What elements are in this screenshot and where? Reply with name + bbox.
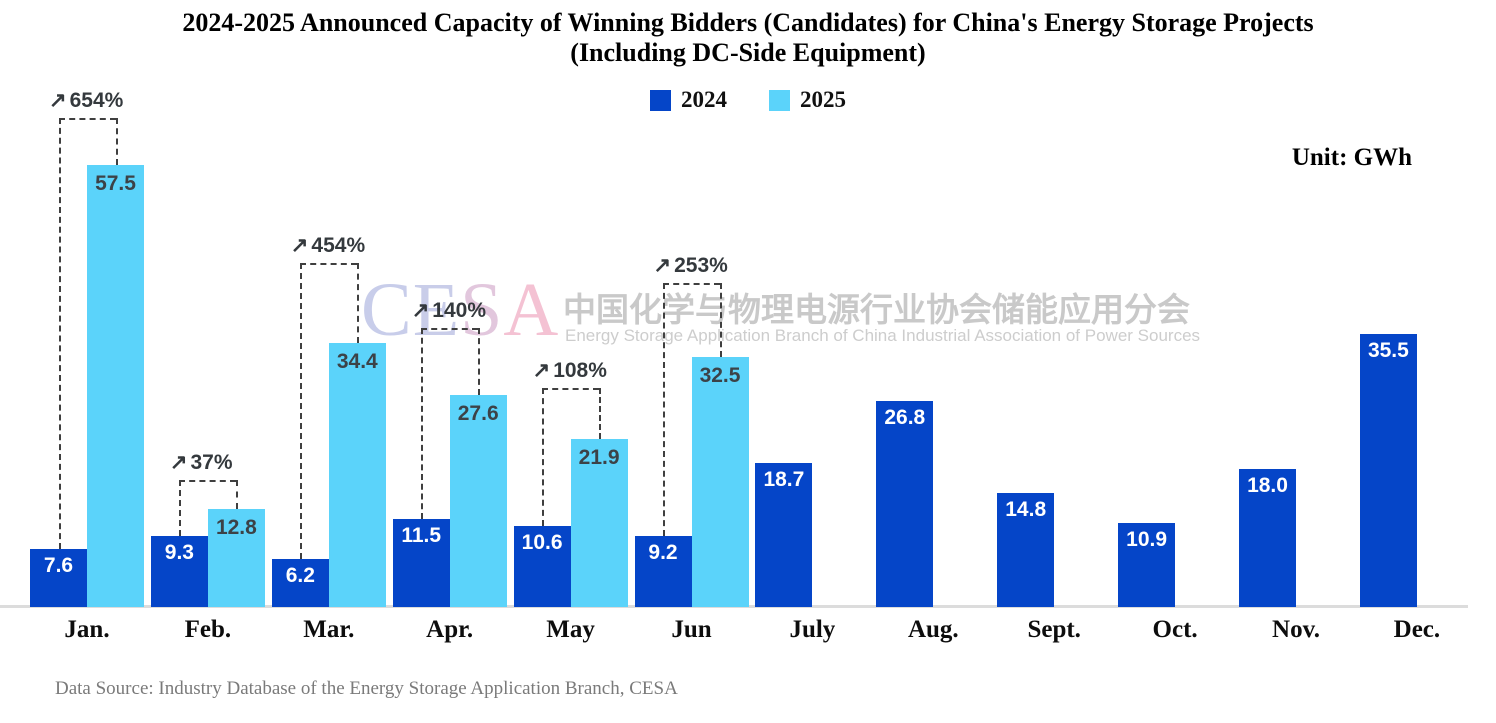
- growth-percent-value: 108%: [553, 359, 607, 382]
- axis-label-oct: Oct.: [1152, 616, 1198, 643]
- bar-2024-dec: [1359, 334, 1417, 607]
- up-right-arrow-icon: ↗: [290, 234, 309, 257]
- axis-label-apr: Apr.: [426, 616, 474, 643]
- bar-value-2024-mar: 6.2: [285, 564, 315, 588]
- bar-value-2024-apr: 11.5: [401, 523, 442, 547]
- bar-value-2024-may: 10.6: [521, 530, 563, 554]
- growth-annotation-apr: ↗ 140%: [412, 298, 486, 323]
- bar-value-2025-jun: 32.5: [699, 364, 741, 388]
- growth-annotation-feb: ↗ 37%: [170, 450, 233, 475]
- bar-value-2024-sept: 14.8: [1005, 498, 1047, 522]
- unit-label: Unit: GWh: [1291, 144, 1412, 171]
- axis-label-july: July: [789, 616, 836, 643]
- bar-2025-apr: [449, 394, 507, 607]
- growth-bracket-top-jun: [663, 283, 720, 285]
- axis-label-jan: Jan.: [64, 616, 110, 643]
- bar-value-2024-july: 18.7: [763, 468, 805, 492]
- bar-value-2024-jan: 7.6: [43, 553, 74, 577]
- chart-title-line2: (Including DC-Side Equipment): [570, 38, 926, 67]
- axis-label-may: May: [546, 616, 595, 643]
- up-right-arrow-icon: ↗: [49, 89, 67, 112]
- growth-percent-value: 253%: [674, 254, 728, 277]
- bar-value-2025-feb: 12.8: [215, 515, 257, 539]
- axis-label-feb: Feb.: [184, 616, 232, 643]
- bar-2025-jun: [691, 357, 749, 607]
- bar-2025-mar: [328, 342, 386, 607]
- legend-label-2024: 2024: [681, 87, 727, 112]
- growth-bracket-top-feb: [179, 480, 237, 482]
- bar-2024-oct: [1118, 523, 1176, 607]
- growth-bracket-top-jan: [58, 118, 116, 120]
- growth-bracket-right-mar: [357, 263, 360, 343]
- up-right-arrow-icon: ↗: [169, 451, 188, 474]
- growth-annotation-jun: ↗ 253%: [654, 253, 728, 278]
- bar-2025-feb: [207, 508, 265, 607]
- growth-bracket-left-feb: [179, 480, 182, 536]
- legend-item-2025: 2025: [769, 87, 846, 113]
- growth-bracket-right-feb: [236, 480, 239, 509]
- legend-swatch-2025: [769, 89, 790, 111]
- growth-percent-value: 454%: [311, 234, 366, 257]
- bar-value-2024-aug: 26.8: [884, 405, 926, 429]
- bar-2024-feb: [150, 535, 208, 607]
- growth-annotation-jan: ↗ 654%: [49, 88, 123, 113]
- bar-value-2024-jun: 9.2: [648, 541, 678, 565]
- axis-label-aug: Aug.: [907, 616, 959, 643]
- axis-label-sept: Sept.: [1027, 616, 1081, 643]
- bar-2025-jan: [87, 164, 144, 607]
- growth-bracket-right-apr: [478, 328, 481, 395]
- bar-value-2025-mar: 34.4: [336, 349, 378, 373]
- bar-value-2024-feb: 9.3: [164, 540, 194, 564]
- up-right-arrow-icon: ↗: [653, 254, 672, 277]
- bar-2024-aug: [876, 400, 934, 607]
- bar-2024-sept: [997, 493, 1055, 607]
- growth-bracket-left-mar: [300, 263, 303, 560]
- bar-value-2025-may: 21.9: [578, 445, 620, 469]
- growth-bracket-left-may: [542, 388, 545, 526]
- up-right-arrow-icon: ↗: [411, 299, 430, 322]
- growth-bracket-right-jun: [720, 283, 722, 358]
- up-right-arrow-icon: ↗: [532, 359, 551, 382]
- data-source: Data Source: Industry Database of the En…: [55, 678, 678, 699]
- chart-title-line1: 2024-2025 Announced Capacity of Winning …: [182, 8, 1314, 37]
- axis-label-dec: Dec.: [1393, 616, 1441, 643]
- legend-swatch-2024: [650, 89, 671, 111]
- growth-bracket-right-jan: [115, 118, 118, 165]
- bar-2024-jun: [634, 536, 692, 607]
- growth-bracket-left-jan: [58, 118, 61, 549]
- bar-value-2025-jan: 57.5: [95, 171, 136, 195]
- axis-label-jun: Jun: [671, 616, 712, 643]
- growth-bracket-left-apr: [421, 328, 424, 519]
- bar-2024-july: [755, 463, 813, 607]
- growth-annotation-may: ↗ 108%: [533, 358, 607, 383]
- growth-percent-value: 37%: [190, 451, 233, 474]
- axis-label-nov: Nov.: [1272, 616, 1320, 643]
- bar-2024-may: [513, 525, 571, 607]
- chart-title: 2024-2025 Announced Capacity of Winning …: [0, 8, 1496, 68]
- axis-label-mar: Mar.: [303, 616, 355, 643]
- bar-value-2024-dec: 35.5: [1367, 339, 1409, 363]
- legend: 2024 2025: [0, 87, 1496, 113]
- growth-bracket-top-apr: [421, 328, 479, 330]
- growth-percent-value: 140%: [432, 299, 487, 322]
- bar-value-2025-apr: 27.6: [457, 401, 499, 425]
- legend-item-2024: 2024: [650, 87, 727, 113]
- growth-bracket-top-may: [542, 388, 600, 390]
- bar-value-2024-nov: 18.0: [1247, 473, 1288, 497]
- growth-bracket-right-may: [599, 388, 602, 439]
- growth-bracket-left-jun: [663, 283, 665, 537]
- bar-2024-nov: [1239, 468, 1296, 607]
- growth-percent-value: 654%: [69, 89, 124, 112]
- growth-bracket-top-mar: [300, 263, 358, 265]
- bar-2024-apr: [392, 518, 450, 607]
- legend-label-2025: 2025: [800, 87, 846, 112]
- bar-2025-may: [570, 438, 628, 607]
- bar-2024-mar: [271, 559, 329, 607]
- bar-value-2024-oct: 10.9: [1126, 528, 1168, 552]
- bar-2024-jan: [30, 548, 87, 607]
- growth-annotation-mar: ↗ 454%: [291, 233, 365, 258]
